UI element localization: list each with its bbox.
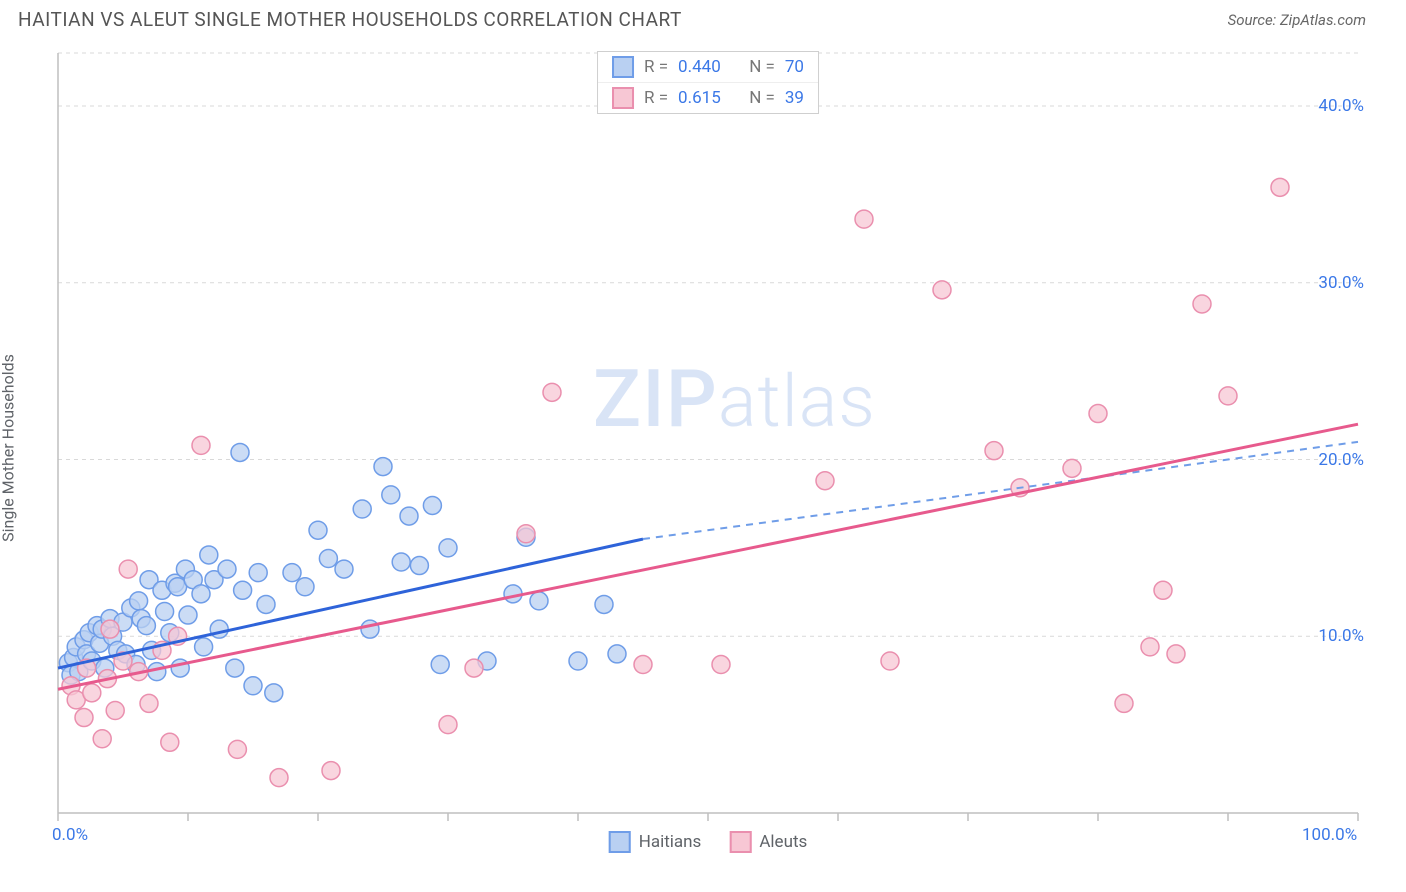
- scatter-chart: [48, 43, 1368, 853]
- chart-title: HAITIAN VS ALEUT SINGLE MOTHER HOUSEHOLD…: [18, 8, 682, 31]
- header-row: HAITIAN VS ALEUT SINGLE MOTHER HOUSEHOLD…: [0, 0, 1406, 35]
- swatch-haitians: [612, 56, 634, 78]
- chart-container: Single Mother Households ZIPatlas R = 0.…: [48, 43, 1368, 853]
- swatch-aleuts: [612, 87, 634, 109]
- swatch-aleuts-icon: [729, 831, 751, 853]
- y-axis-label: Single Mother Households: [0, 354, 18, 542]
- series-legend: Haitians Aleuts: [609, 831, 808, 853]
- legend-row-haitians: R = 0.440 N = 70: [598, 52, 818, 82]
- swatch-haitians-icon: [609, 831, 631, 853]
- source-label: Source: ZipAtlas.com: [1228, 11, 1366, 29]
- correlation-legend: R = 0.440 N = 70 R = 0.615 N = 39: [597, 51, 819, 114]
- legend-item-aleuts: Aleuts: [729, 831, 807, 853]
- legend-item-haitians: Haitians: [609, 831, 702, 853]
- legend-row-aleuts: R = 0.615 N = 39: [598, 82, 818, 113]
